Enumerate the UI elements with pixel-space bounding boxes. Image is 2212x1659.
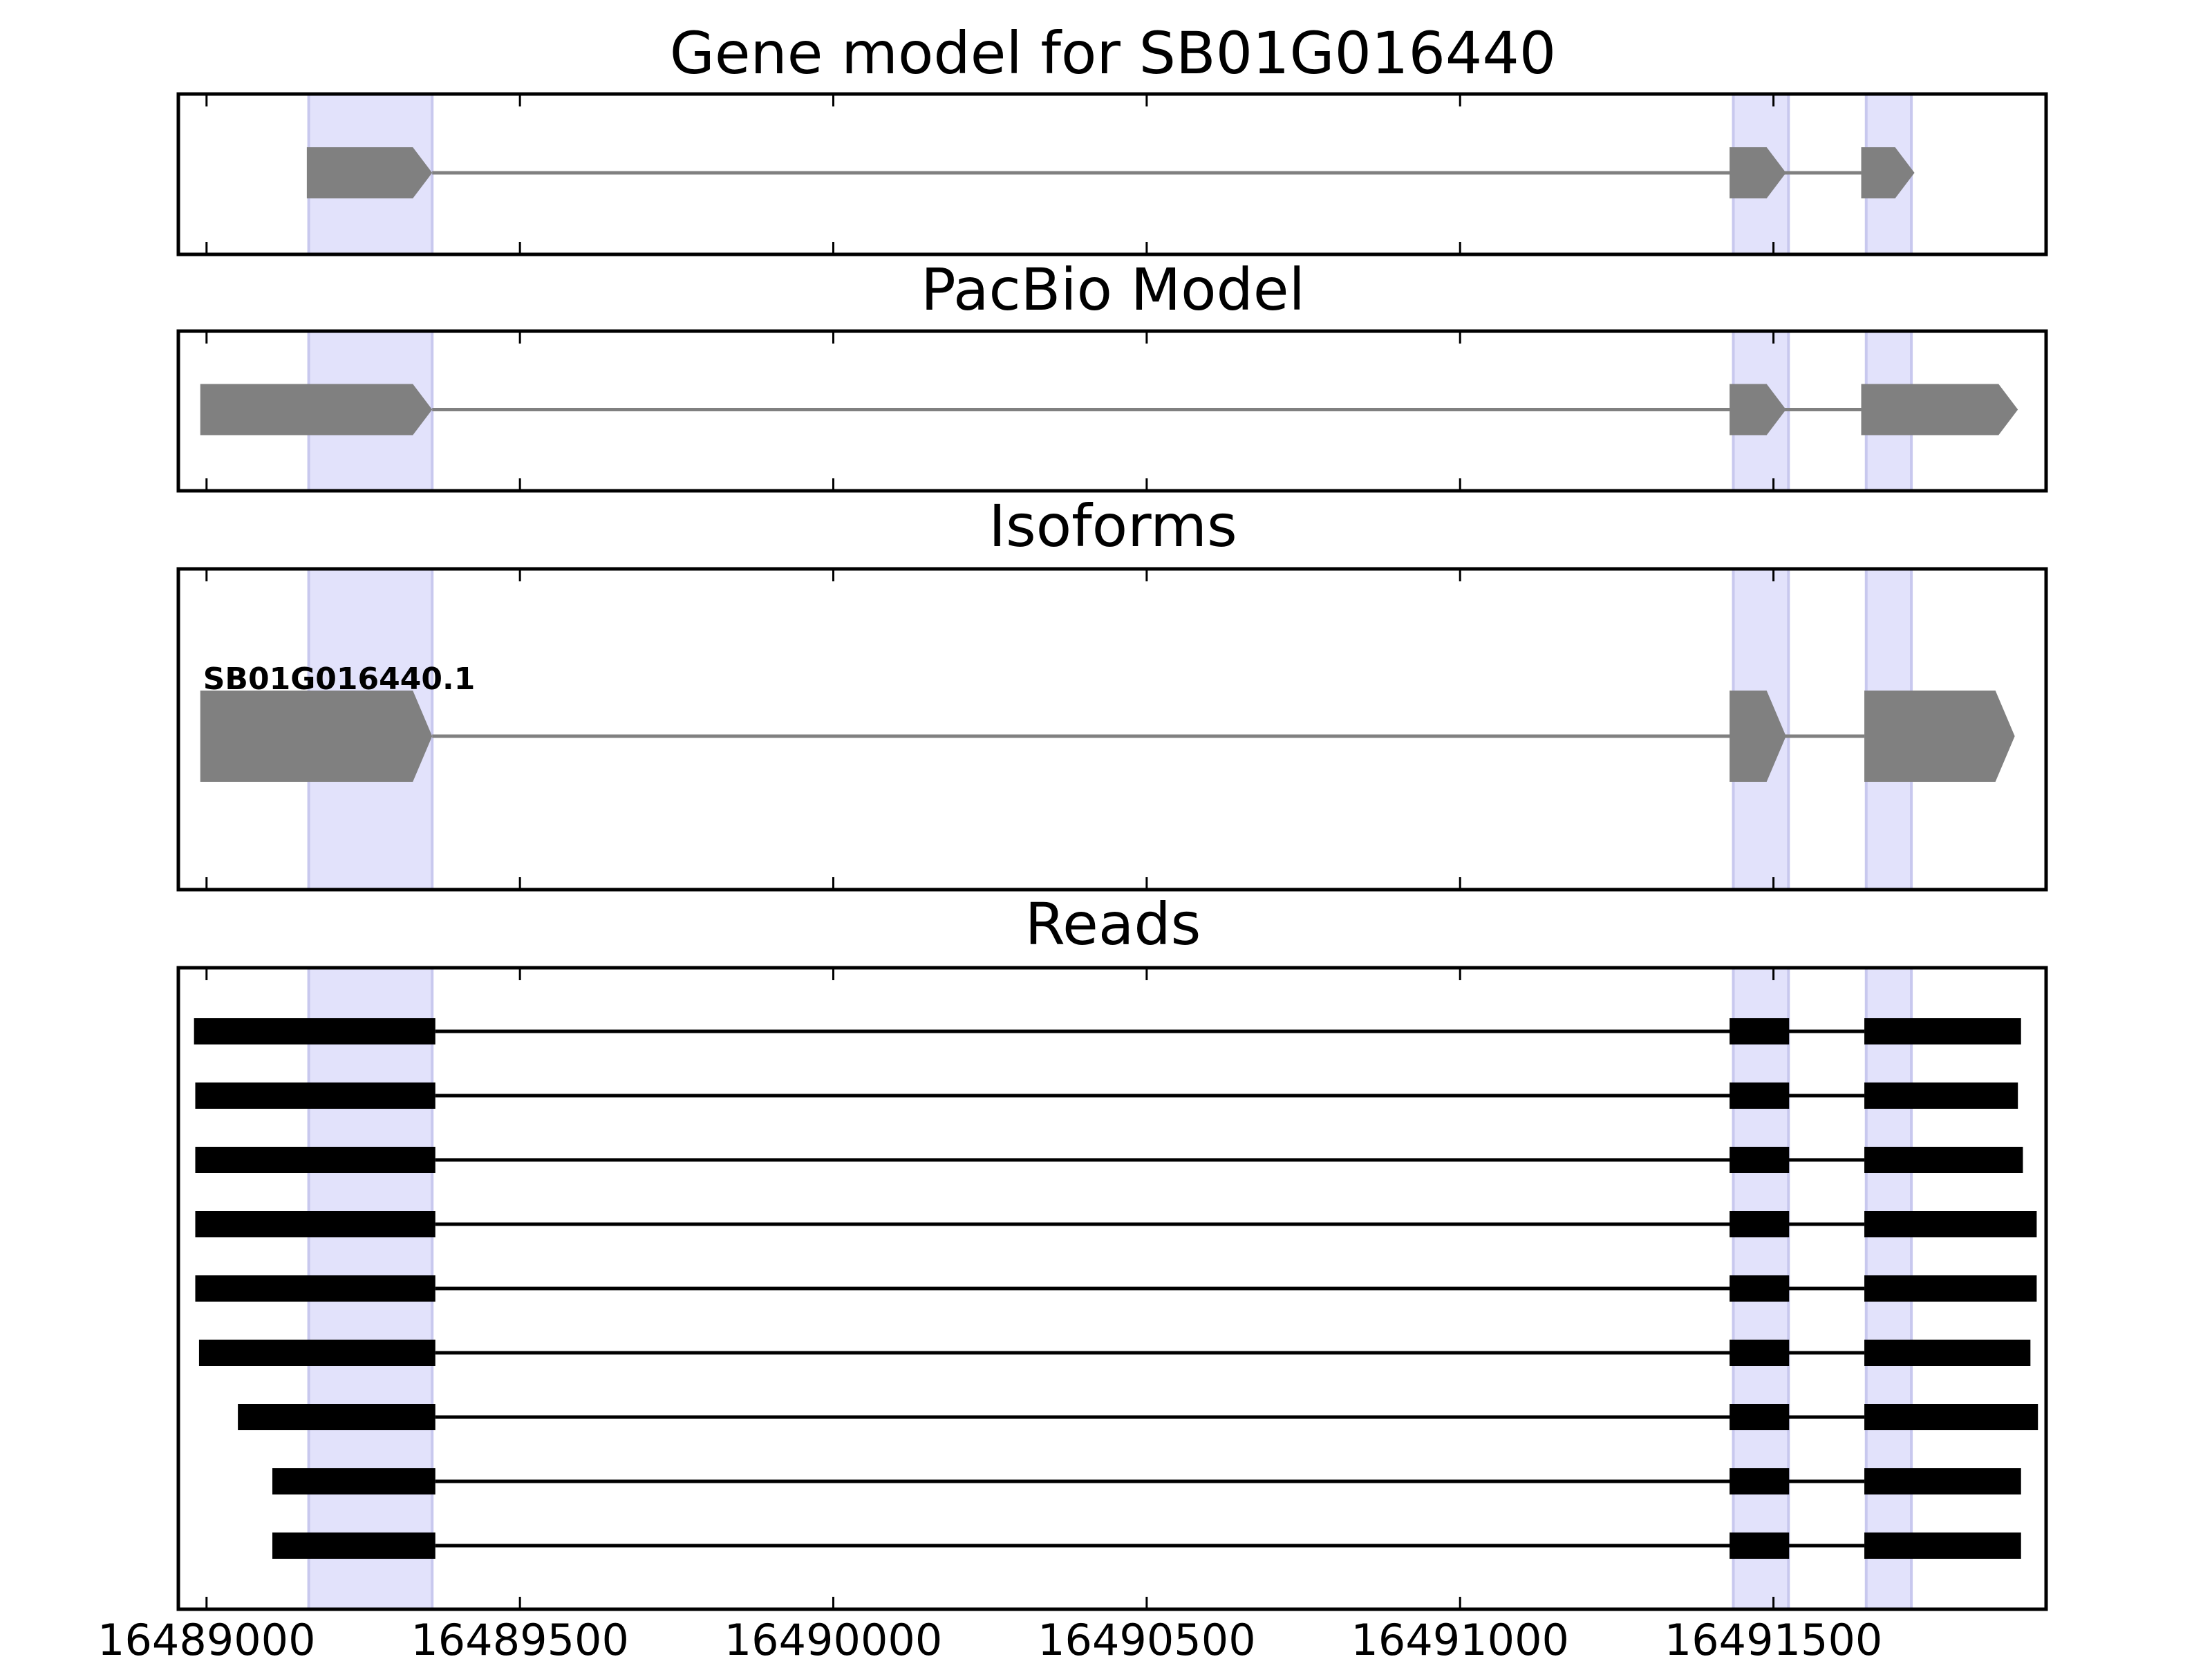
read-block [1864, 1404, 2038, 1430]
read-block [272, 1533, 435, 1559]
read-row [195, 1147, 2023, 1173]
read-block [1730, 1404, 1790, 1430]
read-row [195, 1211, 2037, 1237]
x-tick-label: 16490000 [724, 1615, 943, 1659]
exon-shape [200, 691, 433, 782]
exon-shape [200, 384, 433, 435]
read-block [1864, 1211, 2037, 1237]
read-block [1730, 1147, 1790, 1173]
x-tick-label: 16491500 [1665, 1615, 1883, 1659]
panel-frame [176, 966, 2048, 1611]
panel-title-isoforms: Isoforms [988, 492, 1237, 560]
read-block [1864, 1340, 2031, 1366]
pacbio-model-panel [176, 329, 2048, 493]
read-block [1864, 1082, 2018, 1109]
read-row [198, 1340, 2031, 1366]
x-tick-label: 16489500 [411, 1615, 629, 1659]
read-block [1864, 1468, 2021, 1494]
read-block [1730, 1211, 1790, 1237]
x-tick-label: 16489000 [97, 1615, 316, 1659]
read-block [1864, 1147, 2023, 1173]
read-block [1730, 1340, 1790, 1366]
read-block [1730, 1275, 1790, 1302]
exon-shape [306, 147, 433, 198]
exon-shape [1730, 691, 1786, 782]
read-row [272, 1468, 2021, 1494]
read-block [194, 1018, 435, 1044]
read-block [195, 1082, 435, 1109]
panel-title-gene-model: Gene model for SB01G016440 [670, 19, 1556, 87]
x-tick-label: 16491000 [1351, 1615, 1569, 1659]
x-tick-label: 16490500 [1038, 1615, 1256, 1659]
read-block [1864, 1018, 2021, 1044]
read-block [195, 1211, 435, 1237]
isoform-label: SB01G016440.1 [203, 662, 476, 697]
panel-title-reads: Reads [1025, 890, 1201, 958]
gene-model-panel [176, 92, 2048, 256]
read-block [272, 1468, 435, 1494]
exon-shape [1861, 384, 2018, 435]
exon-shape [1730, 384, 1786, 435]
isoforms-panel: SB01G016440.1 [176, 567, 2048, 892]
read-row [194, 1018, 2021, 1044]
read-block [1864, 1275, 2037, 1302]
panel-frame [176, 567, 2048, 892]
exon-shape [1730, 147, 1786, 198]
read-row [195, 1082, 2018, 1109]
read-row [195, 1275, 2037, 1302]
panel-title-pacbio-model: PacBio Model [921, 256, 1305, 324]
read-block [195, 1275, 435, 1302]
exon-shape [1864, 691, 2015, 782]
read-row [238, 1404, 2038, 1430]
read-block [1864, 1533, 2021, 1559]
read-block [238, 1404, 435, 1430]
exon-shape [1861, 147, 1915, 198]
read-block [195, 1147, 435, 1173]
read-row [272, 1533, 2021, 1559]
read-block [1730, 1468, 1790, 1494]
read-block [198, 1340, 435, 1366]
x-axis-tick-labels: 16489000 16489500 16490000 16490500 16491000… [97, 1615, 1882, 1659]
panel-frame [176, 329, 2048, 493]
read-block [1730, 1082, 1790, 1109]
read-block [1730, 1018, 1790, 1044]
panel-frame [176, 92, 2048, 256]
reads-panel [176, 966, 2048, 1611]
read-block [1730, 1533, 1790, 1559]
